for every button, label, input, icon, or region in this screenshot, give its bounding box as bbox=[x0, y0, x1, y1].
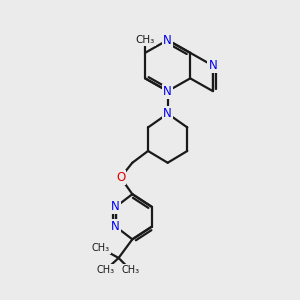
Text: CH₃: CH₃ bbox=[136, 35, 155, 45]
Text: O: O bbox=[116, 171, 125, 184]
Text: N: N bbox=[111, 220, 120, 233]
Text: N: N bbox=[111, 200, 120, 213]
Text: N: N bbox=[163, 107, 172, 120]
Text: N: N bbox=[208, 59, 217, 72]
Text: N: N bbox=[163, 85, 172, 98]
Text: CH₃: CH₃ bbox=[97, 265, 115, 275]
Text: N: N bbox=[163, 34, 172, 46]
Text: CH₃: CH₃ bbox=[92, 243, 110, 253]
Text: CH₃: CH₃ bbox=[121, 265, 140, 275]
